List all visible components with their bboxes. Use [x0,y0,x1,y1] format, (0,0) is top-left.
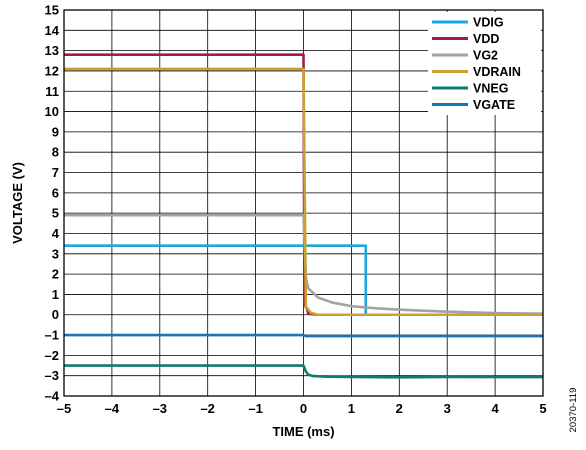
y-tick-label: 12 [45,63,59,78]
y-tick-label: 14 [45,23,60,38]
y-tick-label: –4 [45,389,60,404]
y-axis-label: VOLTAGE (V) [10,162,25,244]
x-tick-label: –2 [200,401,214,416]
y-tick-label: 15 [45,3,59,18]
legend-label-vg2: VG2 [473,49,498,63]
series-line-vgate [64,333,543,338]
x-tick-label: 3 [444,401,451,416]
legend-label-vdd: VDD [473,32,499,46]
y-tick-label: 6 [52,185,59,200]
y-tick-label: –2 [45,348,59,363]
x-tick-labels: –5 –4 –3 –2 –1 0 1 2 3 4 5 [57,401,547,416]
figure-id: 20370-119 [568,388,579,433]
x-tick-label: 4 [491,401,499,416]
legend: VDIG VDD VG2 VDRAIN VNEG VGATE [428,12,541,115]
legend-box [428,12,541,115]
y-tick-label: 11 [45,84,59,99]
y-tick-label: –3 [45,368,59,383]
x-tick-label: –3 [153,401,167,416]
legend-label-vgate: VGATE [473,98,515,112]
y-tick-label: 0 [52,307,59,322]
y-tick-label: 8 [52,145,59,160]
y-tick-label: 5 [52,206,59,221]
series-line-vdrain [64,67,543,317]
x-tick-label: 2 [396,401,403,416]
y-tick-label: 13 [45,43,59,58]
x-tick-label: 0 [300,401,307,416]
x-axis-label: TIME (ms) [272,424,334,439]
y-tick-label: 9 [52,124,59,139]
legend-label-vneg: VNEG [473,82,508,96]
series-line-vneg [64,364,544,379]
y-tick-label: 2 [52,267,59,282]
y-tick-label: 4 [52,226,60,241]
x-tick-label: –1 [248,401,262,416]
y-tick-label: 10 [45,104,59,119]
legend-label-vdrain: VDRAIN [473,65,521,79]
y-tick-label: 3 [52,246,59,261]
x-tick-label: –5 [57,401,71,416]
y-tick-label: 7 [52,165,59,180]
y-tick-label: 1 [52,287,59,302]
series-lines [64,53,544,379]
plot-frame [63,9,544,397]
legend-label-vdig: VDIG [473,16,504,30]
x-tick-label: 1 [348,401,355,416]
x-tick-label: –4 [105,401,120,416]
y-tick-label: –1 [45,328,59,343]
x-tick-label: 5 [539,401,546,416]
